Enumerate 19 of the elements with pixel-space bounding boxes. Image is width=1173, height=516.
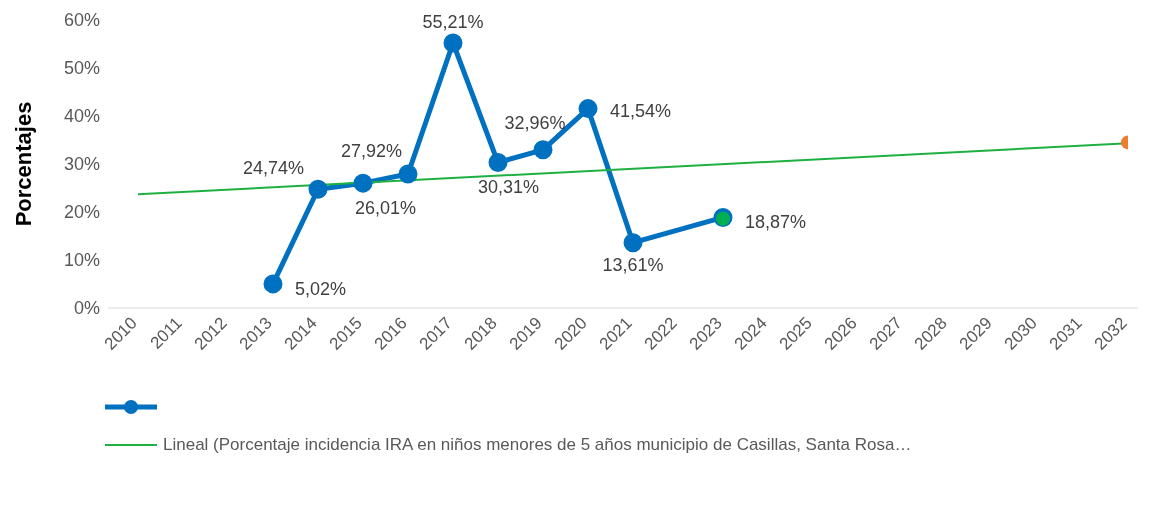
y-tick-label: 50% — [63, 58, 100, 79]
legend-label: Lineal (Porcentaje incidencia IRA en niños menores de 5 años municipio de Casillas, Santa Rosa… — [163, 435, 912, 455]
data-label: 18,87% — [745, 212, 807, 233]
y-tick-label: 40% — [63, 106, 100, 127]
y-tick-label: 60% — [63, 10, 100, 31]
y-tick-label: 30% — [63, 154, 100, 175]
data-label: 27,92% — [340, 140, 402, 161]
data-label: 5,02% — [295, 278, 347, 299]
data-label: 13,61% — [602, 255, 664, 276]
data-label: 30,31% — [478, 177, 540, 198]
data-label: 24,74% — [242, 158, 304, 178]
data-label: 32,96% — [504, 112, 566, 133]
y-tick-label: 0% — [73, 298, 100, 319]
data-label: 26,01% — [355, 197, 417, 218]
y-tick-label: 20% — [63, 202, 100, 223]
y-tick-label: 10% — [63, 250, 100, 271]
y-axis-title: Porcentajes — [10, 101, 36, 227]
data-label: 55,21% — [422, 11, 484, 32]
data-label: 41,54% — [610, 101, 672, 122]
